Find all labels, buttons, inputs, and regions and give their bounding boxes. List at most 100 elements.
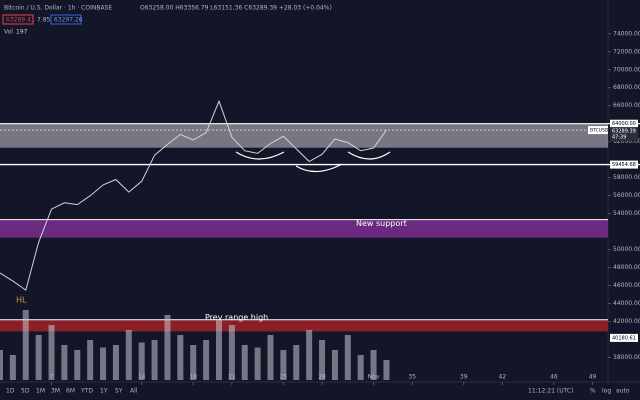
x-tick-label: 42	[499, 374, 507, 381]
x-tick-label: 21	[228, 374, 236, 381]
ask-box	[50, 14, 82, 25]
series-tag-label: BTCUSD	[590, 128, 609, 134]
volume-bar	[48, 325, 55, 380]
y-tick-label: 48000.00	[613, 264, 640, 271]
price-tag-label: 64000.00	[612, 121, 636, 127]
period-button[interactable]: All	[130, 388, 138, 395]
y-tick-label: 56000.00	[613, 192, 640, 199]
shoulder-arc	[235, 151, 285, 160]
volume-bar	[215, 320, 222, 380]
volume-bar	[293, 345, 300, 380]
price-line	[0, 99, 387, 291]
volume-label: Vol	[4, 29, 13, 36]
volume-bar	[22, 310, 29, 380]
volume-bar	[164, 315, 171, 380]
price-tag	[610, 160, 638, 169]
bid: 63289.41	[6, 17, 35, 24]
y-tick-label: 54000.00	[613, 210, 640, 217]
y-tick-label: 50000.00	[613, 246, 640, 253]
price-tag	[610, 127, 638, 142]
period-button[interactable]: 1Y	[100, 388, 108, 395]
zone-label: New support	[356, 219, 407, 228]
period-button[interactable]: 6M	[66, 388, 75, 395]
y-tick-label: 70000.00	[613, 66, 640, 73]
volume-value: 197	[16, 29, 28, 36]
volume-bar	[344, 335, 351, 380]
y-tick-label: 74000.00	[613, 30, 640, 37]
volume-bar	[9, 355, 16, 380]
volume-bar	[87, 340, 94, 380]
volume-bar	[0, 350, 3, 380]
volume-bar	[254, 347, 261, 380]
y-tick-label: 46000.00	[613, 282, 640, 289]
x-tick-label: 46	[550, 374, 558, 381]
ask: 63297.26	[54, 17, 83, 24]
y-tick-label: 58000.00	[613, 174, 640, 181]
volume-bar	[306, 330, 313, 380]
y-tick-label: 42000.00	[613, 318, 640, 325]
period-button[interactable]: 1D	[6, 388, 15, 395]
volume-bar	[383, 360, 390, 380]
x-tick-label: Nov	[368, 374, 380, 381]
period-button[interactable]: 1M	[36, 388, 45, 395]
x-tick-label: 14	[138, 374, 146, 381]
y-tick-label: 62000.00	[613, 138, 640, 145]
y-tick-label: 68000.00	[613, 84, 640, 91]
y-tick-label: 44000.00	[613, 300, 640, 307]
period-button[interactable]: YTD	[80, 388, 93, 395]
spread: 7.85	[37, 17, 51, 24]
volume-bar	[138, 342, 145, 380]
y-tick-label: 66000.00	[613, 102, 640, 109]
scale-toggle[interactable]: %	[590, 388, 596, 395]
x-tick-label: 28	[318, 374, 326, 381]
volume-bar	[35, 335, 42, 380]
price-tag-label: 59454.68	[612, 162, 636, 168]
x-tick-label: 18	[189, 374, 197, 381]
scale-toggle[interactable]: log	[602, 388, 611, 395]
period-button[interactable]: 5D	[21, 388, 30, 395]
price-tag	[610, 333, 638, 342]
volume-bar	[125, 330, 132, 380]
volume-bar	[177, 335, 184, 380]
ohlc: O63258.00 H63356.79 L63151.36 C63289.39 …	[140, 5, 332, 12]
bid-box	[2, 14, 34, 25]
zone-label: Prev range high	[205, 313, 268, 322]
y-tick-label: 72000.00	[613, 48, 640, 55]
series-tag	[588, 126, 608, 135]
clock: 11:12:21 (UTC)	[528, 388, 573, 395]
shoulder-arc	[347, 151, 391, 160]
volume-bar	[190, 345, 197, 380]
volume-bar	[370, 350, 377, 380]
x-tick-label: 7	[50, 374, 54, 381]
volume-bar	[61, 345, 68, 380]
volume-bar	[112, 345, 119, 380]
volume-bar	[267, 335, 274, 380]
volume-bar	[331, 350, 338, 380]
volume-bar	[280, 350, 287, 380]
toolbar: 1D 5D 1M 3M 6M YTD 1Y 5Y All% log auto	[6, 388, 630, 395]
volume-bar	[100, 347, 107, 380]
plot: New support Prev range high	[0, 99, 640, 380]
x-tick-label: 49	[589, 374, 597, 381]
zone	[0, 219, 608, 238]
scale-toggle[interactable]: auto	[616, 388, 630, 395]
price-tag	[610, 119, 638, 128]
period-button[interactable]: 5Y	[115, 388, 123, 395]
volume-bar	[74, 350, 81, 380]
head-arc	[295, 163, 343, 173]
volume-bar	[319, 340, 326, 380]
volume-bar	[228, 325, 235, 380]
annotation: HL	[16, 296, 27, 305]
zone	[0, 319, 608, 332]
range-box	[0, 123, 608, 148]
x-tick-label: 39	[460, 374, 468, 381]
volume-bar	[357, 355, 364, 380]
volume-bar	[203, 340, 210, 380]
symbol-title: Bitcoin / U.S. Dollar · 1h · COINBASE	[4, 5, 112, 12]
countdown: 47:39	[612, 135, 626, 141]
period-button[interactable]: 3M	[51, 388, 60, 395]
volume-bar	[241, 345, 248, 380]
volume-bar	[151, 340, 158, 380]
